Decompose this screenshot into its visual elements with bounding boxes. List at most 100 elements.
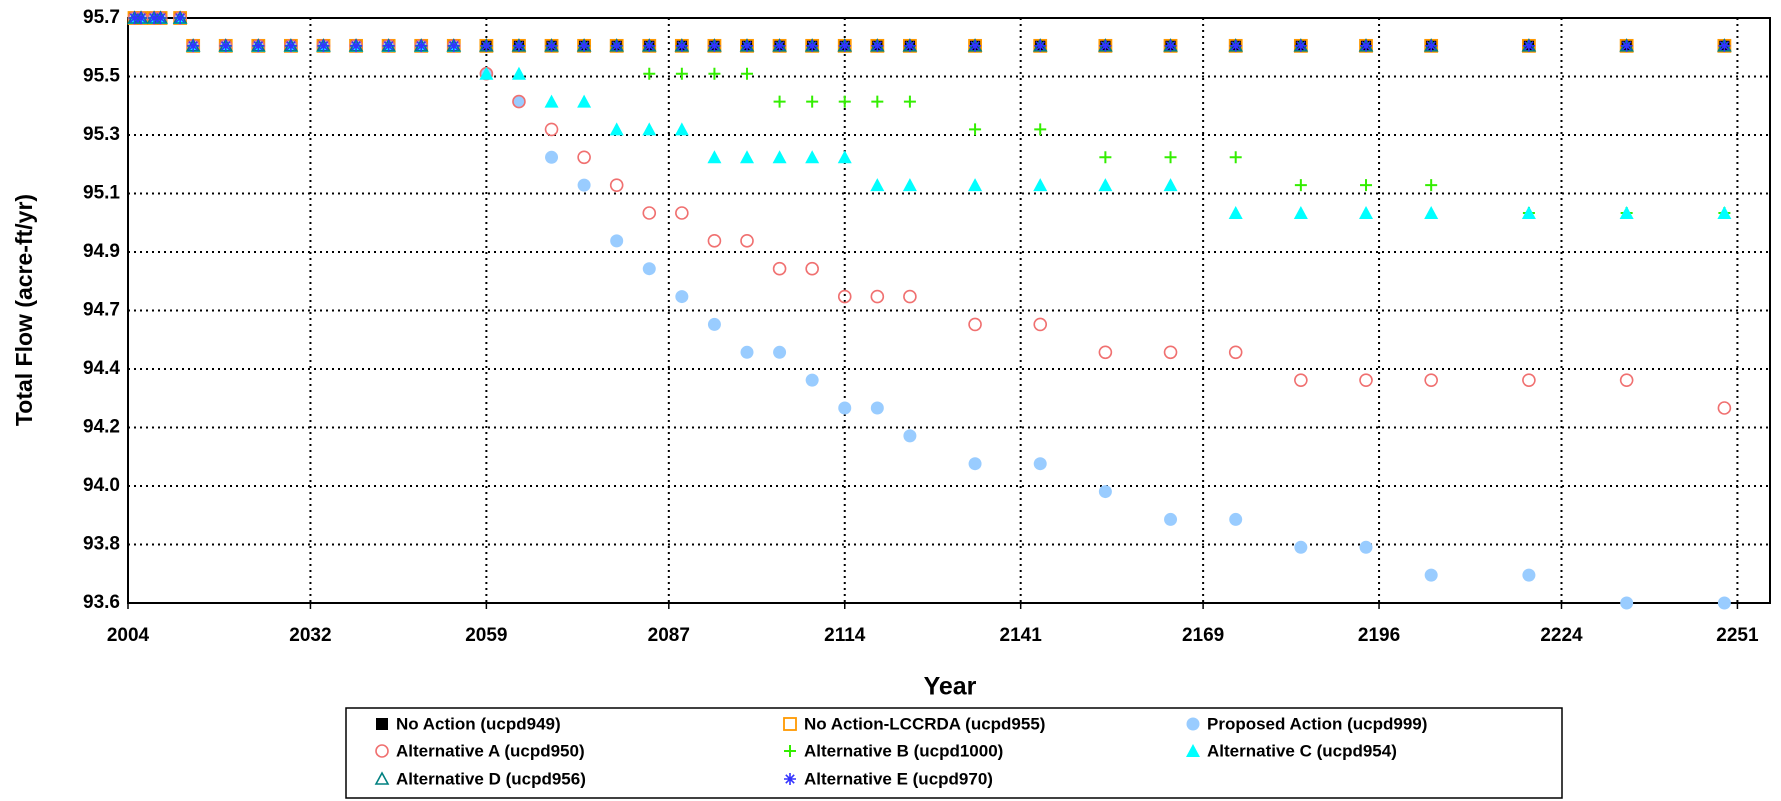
marker	[577, 178, 591, 192]
legend-item: Alternative B (ucpd1000)	[784, 741, 1003, 760]
marker	[773, 39, 786, 52]
marker	[609, 122, 624, 136]
marker	[1033, 317, 1048, 332]
legend-item: No Action-LCCRDA (ucpd955)	[783, 714, 1045, 733]
marker	[544, 122, 559, 137]
legend-item: Alternative C (ucpd954)	[1186, 741, 1397, 760]
x-tick-label: 2087	[648, 625, 690, 646]
marker	[1359, 373, 1373, 387]
marker	[675, 67, 688, 80]
marker	[544, 94, 559, 108]
legend-item: Alternative E (ucpd970)	[784, 769, 993, 788]
x-tick-label: 2114	[824, 625, 866, 646]
marker	[708, 67, 721, 80]
marker	[1229, 512, 1243, 526]
marker	[375, 744, 389, 758]
marker	[1521, 206, 1536, 219]
marker	[805, 150, 820, 164]
marker	[1717, 401, 1732, 415]
marker	[447, 39, 460, 52]
marker	[903, 289, 917, 304]
marker	[1294, 373, 1308, 387]
legend-label: Alternative D (ucpd956)	[396, 769, 586, 788]
legend-item: No Action (ucpd949)	[376, 714, 561, 733]
marker	[610, 39, 623, 52]
marker	[1424, 206, 1439, 219]
marker	[1359, 206, 1374, 219]
x-tick-label: 2059	[465, 625, 507, 646]
series	[127, 11, 1732, 415]
marker	[675, 290, 689, 304]
marker	[1522, 568, 1536, 582]
marker	[1098, 178, 1113, 192]
marker	[577, 150, 591, 165]
marker	[1717, 596, 1731, 610]
marker	[174, 12, 187, 24]
marker	[741, 39, 754, 52]
marker	[1294, 540, 1308, 554]
marker	[376, 718, 388, 730]
marker	[783, 717, 797, 731]
marker	[1619, 373, 1634, 387]
marker	[154, 12, 167, 24]
legend-label: Alternative A (ucpd950)	[396, 741, 585, 760]
marker	[1099, 151, 1112, 164]
marker	[1164, 39, 1177, 52]
marker	[707, 317, 721, 331]
marker	[1717, 206, 1732, 219]
y-tick-label: 95.5	[83, 66, 120, 87]
marker	[968, 317, 982, 332]
marker	[903, 95, 916, 108]
marker	[609, 178, 624, 192]
legend-label: No Action-LCCRDA (ucpd955)	[804, 714, 1045, 733]
marker	[707, 150, 722, 164]
marker	[610, 234, 624, 248]
marker	[1360, 39, 1373, 52]
marker	[773, 345, 787, 359]
marker	[1163, 345, 1178, 360]
legend-box	[345, 707, 1563, 799]
legend-label: Alternative B (ucpd1000)	[804, 741, 1003, 760]
marker	[675, 39, 688, 52]
series	[128, 12, 1731, 52]
marker	[806, 95, 819, 108]
x-tick-label: 2251	[1716, 625, 1759, 646]
marker	[1034, 39, 1047, 52]
marker	[968, 457, 982, 471]
marker	[1034, 123, 1047, 136]
marker	[838, 401, 852, 415]
x-tick-label: 2169	[1182, 625, 1224, 646]
marker	[674, 122, 689, 136]
marker	[578, 39, 591, 52]
marker	[837, 150, 852, 164]
marker	[1619, 206, 1634, 219]
marker	[708, 39, 721, 52]
marker	[1164, 512, 1178, 526]
x-tick-label: 2224	[1540, 625, 1583, 646]
marker	[871, 39, 884, 52]
y-tick-label: 95.3	[83, 124, 120, 145]
x-tick-label: 2032	[289, 625, 331, 646]
legend-item: Alternative A (ucpd950)	[375, 741, 585, 760]
y-tick-label: 95.1	[83, 183, 120, 204]
marker	[374, 771, 390, 785]
marker	[350, 39, 363, 52]
marker	[1033, 457, 1047, 471]
marker	[1186, 744, 1200, 757]
y-tick-label: 93.6	[83, 592, 120, 613]
y-axis-title: Total Flow (acre-ft/yr)	[11, 194, 37, 426]
y-tick-label: 93.8	[83, 534, 120, 555]
marker	[741, 67, 754, 80]
marker	[969, 39, 982, 52]
x-tick-label: 2196	[1358, 625, 1400, 646]
y-tick-label: 94.9	[83, 241, 120, 262]
y-tick-label: 94.0	[83, 475, 120, 496]
marker	[1360, 179, 1373, 192]
legend-label: No Action (ucpd949)	[396, 714, 561, 733]
marker	[284, 39, 297, 52]
marker	[806, 39, 819, 52]
marker	[902, 178, 917, 192]
marker	[838, 95, 851, 108]
marker	[1229, 39, 1242, 52]
y-tick-label: 94.2	[83, 417, 120, 438]
